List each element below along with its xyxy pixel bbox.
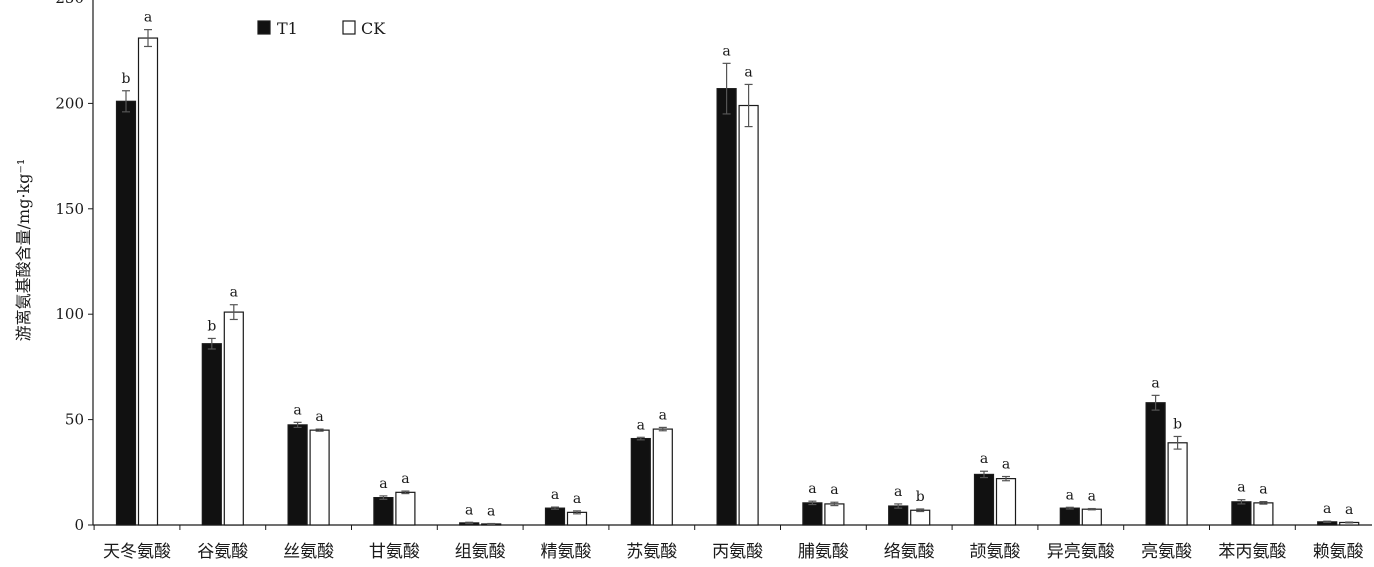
significance-label: a bbox=[379, 476, 387, 492]
legend: T1 CK bbox=[257, 19, 386, 38]
significance-label: a bbox=[401, 471, 409, 487]
bar-t1 bbox=[1231, 501, 1252, 526]
significance-label: a bbox=[1088, 489, 1096, 505]
y-tick-label: 250 bbox=[55, 0, 84, 7]
x-category-label: 颉氨酸 bbox=[970, 542, 1021, 562]
significance-label: a bbox=[1323, 501, 1331, 517]
x-category-label: 甘氨酸 bbox=[369, 542, 420, 562]
significance-label: a bbox=[230, 285, 238, 301]
x-category-label: 赖氨酸 bbox=[1313, 542, 1364, 562]
significance-label: a bbox=[1345, 502, 1353, 518]
x-category-label: 天冬氨酸 bbox=[103, 542, 171, 562]
y-tick-label: 100 bbox=[55, 305, 84, 323]
significance-label: b bbox=[1173, 416, 1182, 432]
significance-label: a bbox=[1066, 487, 1074, 503]
y-tick-label: 50 bbox=[65, 411, 84, 429]
significance-label: a bbox=[144, 10, 152, 26]
significance-label: a bbox=[894, 484, 902, 500]
y-tick-label: 200 bbox=[55, 94, 84, 112]
y-axis-label: 游离氨基酸含量/mg·kg⁻¹ bbox=[14, 159, 33, 342]
x-category-label: 谷氨酸 bbox=[197, 542, 248, 562]
bar-t1 bbox=[544, 507, 566, 526]
x-category-label: 丝氨酸 bbox=[283, 542, 334, 562]
significance-label: b bbox=[122, 71, 131, 87]
bar-ck bbox=[223, 311, 244, 526]
legend-swatch-ck bbox=[342, 20, 356, 35]
legend-label-t1: T1 bbox=[277, 19, 298, 38]
x-category-label: 苏氨酸 bbox=[626, 542, 677, 562]
bar-t1 bbox=[287, 424, 308, 526]
significance-label: a bbox=[744, 64, 752, 80]
bar-ck bbox=[309, 429, 330, 526]
significance-label: a bbox=[1002, 457, 1010, 473]
y-tick-label: 0 bbox=[74, 516, 84, 534]
bar-t1 bbox=[201, 343, 222, 526]
legend-swatch-t1 bbox=[257, 20, 271, 35]
x-category-label: 亮氨酸 bbox=[1141, 542, 1192, 562]
bars bbox=[115, 29, 1360, 526]
significance-label: a bbox=[637, 417, 645, 433]
bar-ck bbox=[652, 428, 673, 526]
significance-label: a bbox=[980, 451, 988, 467]
bar-ck bbox=[824, 503, 845, 526]
significance-label: b bbox=[207, 318, 216, 334]
bar-t1 bbox=[716, 88, 737, 526]
bar-ck bbox=[1167, 442, 1188, 526]
y-tick-label: 150 bbox=[55, 200, 84, 218]
significance-label: a bbox=[1237, 480, 1245, 496]
significance-label: a bbox=[293, 402, 301, 418]
x-category-label: 组氨酸 bbox=[455, 542, 506, 562]
x-category-label: 苯丙氨酸 bbox=[1218, 542, 1286, 562]
bar-ck bbox=[738, 104, 759, 526]
bar-ck bbox=[395, 491, 416, 526]
significance-label: a bbox=[573, 491, 581, 507]
bar-t1 bbox=[1059, 507, 1080, 526]
bar-t1 bbox=[373, 496, 394, 526]
bar-t1 bbox=[115, 100, 137, 526]
x-category-label: 脯氨酸 bbox=[798, 542, 849, 562]
x-category-label: 精氨酸 bbox=[541, 542, 592, 562]
x-category-label: 异亮氨酸 bbox=[1047, 542, 1115, 562]
bar-t1 bbox=[630, 437, 651, 526]
significance-label: a bbox=[722, 43, 730, 59]
bar-ck bbox=[1081, 508, 1102, 526]
bar-t1 bbox=[802, 502, 823, 526]
significance-label: a bbox=[551, 487, 559, 503]
x-category-label: 丙氨酸 bbox=[712, 542, 763, 562]
significance-label: a bbox=[465, 502, 473, 518]
bar-ck bbox=[910, 509, 931, 526]
legend-label-ck: CK bbox=[361, 19, 386, 38]
significance-label: a bbox=[1151, 375, 1159, 391]
significance-label: a bbox=[659, 407, 667, 423]
bar-t1 bbox=[888, 505, 909, 526]
significance-label: a bbox=[1259, 482, 1267, 498]
bar-t1 bbox=[1145, 402, 1166, 526]
x-category-label: 络氨酸 bbox=[884, 542, 935, 562]
significance-label: a bbox=[487, 504, 495, 520]
significance-label: b bbox=[916, 489, 925, 505]
significance-label: a bbox=[808, 481, 816, 497]
bar-t1 bbox=[973, 473, 995, 526]
significance-label: a bbox=[830, 482, 838, 498]
bar-ck bbox=[995, 478, 1017, 526]
bar-ck bbox=[137, 37, 159, 526]
bar-ck bbox=[1253, 502, 1274, 526]
significance-label: a bbox=[315, 409, 323, 425]
